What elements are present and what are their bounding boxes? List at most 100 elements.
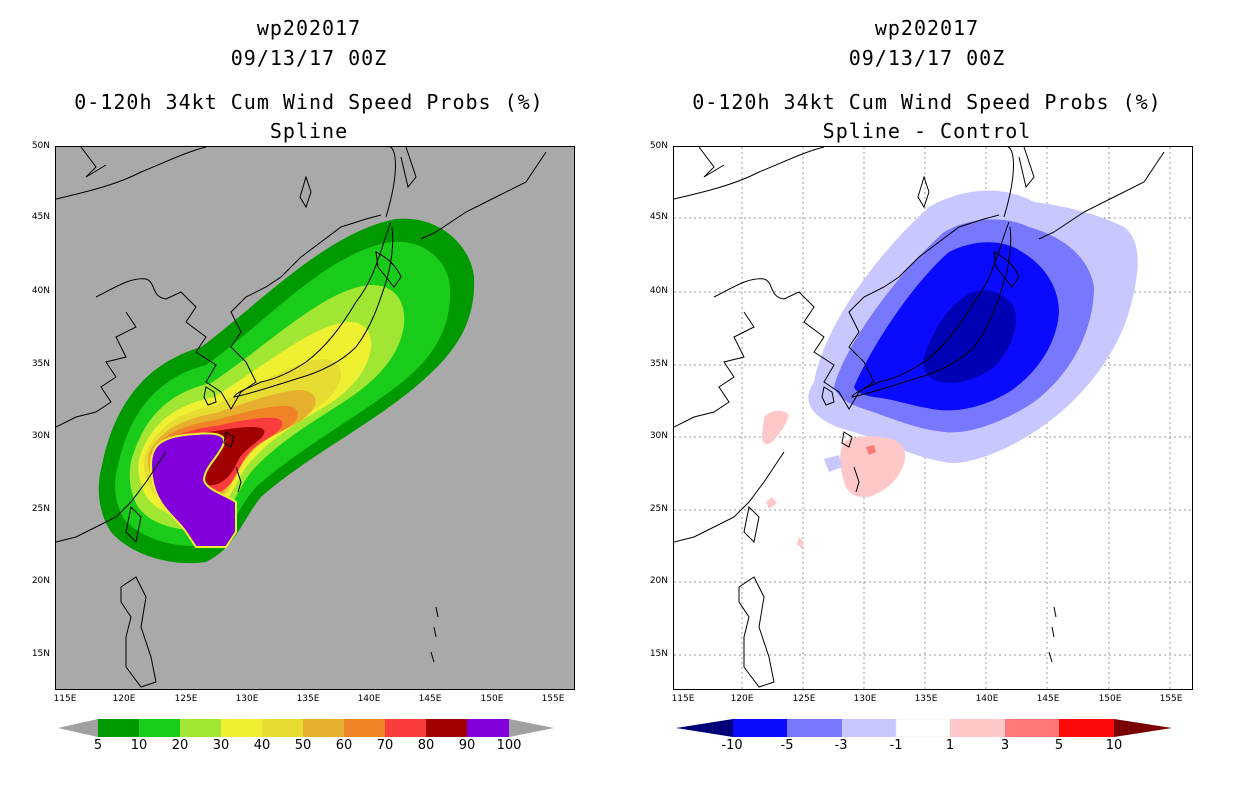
- lat-label: 40N: [649, 286, 668, 296]
- colorbar-swatch-80-90: [426, 719, 467, 737]
- difference-colorbar: [676, 719, 1172, 737]
- diff-band-minus1-ew: [824, 455, 842, 472]
- lon-label: 125E: [792, 694, 816, 704]
- colorbar-label: 5: [1054, 738, 1064, 753]
- colorbar-label: 10: [1105, 738, 1123, 753]
- colorbar-label: 1: [945, 738, 955, 753]
- lon-label: 145E: [418, 694, 442, 704]
- lon-label: 140E: [357, 694, 381, 704]
- colorbar-under-arrow: [58, 719, 98, 737]
- lon-label: 145E: [1036, 694, 1060, 704]
- colorbar-swatch-50-60: [303, 719, 344, 737]
- difference-map: [673, 146, 1193, 690]
- colorbar-label: -5: [780, 738, 794, 753]
- lon-label: 150E: [480, 694, 504, 704]
- lat-label: 35N: [31, 359, 50, 369]
- lat-label: 50N: [649, 141, 668, 151]
- diff-band-plus1-tw: [766, 497, 777, 509]
- lat-label: 20N: [649, 576, 668, 586]
- lon-label: 135E: [914, 694, 938, 704]
- wind-probability-contours: [98, 218, 475, 564]
- colorbar-swatch-3-5: [1005, 719, 1059, 737]
- probability-colorbar: [58, 719, 554, 737]
- product-title: 0-120h 34kt Cum Wind Speed Probs (%): [692, 90, 1162, 114]
- colorbar-swatch-10-20: [139, 719, 180, 737]
- diff-band-plus1-sw: [762, 410, 789, 445]
- colorbar-swatch--3--1: [842, 719, 896, 737]
- lon-label: 125E: [174, 694, 198, 704]
- colorbar-label: 30: [212, 738, 230, 753]
- lon-label: 120E: [730, 694, 754, 704]
- colorbar-label: 100: [496, 738, 522, 753]
- colorbar-swatch-20-30: [180, 719, 221, 737]
- lat-label: 30N: [31, 431, 50, 441]
- lon-label: 130E: [235, 694, 259, 704]
- lat-label: 40N: [31, 286, 50, 296]
- colorbar-swatch-70-80: [385, 719, 426, 737]
- colorbar-label: 40: [253, 738, 271, 753]
- colorbar-under-arrow: [676, 719, 733, 737]
- probability-panel: wp202017 09/13/17 00Z 0-120h 34kt Cum Wi…: [31, 16, 575, 753]
- product-subtitle: Spline - Control: [822, 119, 1032, 143]
- colorbar-swatch-60-70: [344, 719, 385, 737]
- lat-label: 15N: [31, 649, 50, 659]
- probability-map: [55, 146, 575, 690]
- colorbar-label: 5: [93, 738, 103, 753]
- lon-label: 115E: [53, 694, 77, 704]
- difference-map-canvas: [674, 147, 1192, 689]
- forecast-datetime: 09/13/17 00Z: [848, 46, 1006, 70]
- lon-label: 135E: [296, 694, 320, 704]
- lon-label: 140E: [975, 694, 999, 704]
- product-subtitle: Spline: [269, 119, 349, 143]
- colorbar-label: -1: [889, 738, 903, 753]
- colorbar-swatch--5--3: [787, 719, 842, 737]
- colorbar-label: 3: [1000, 738, 1010, 753]
- prob-band-90: [150, 432, 237, 548]
- coastlines: [674, 147, 1165, 688]
- forecast-datetime: 09/13/17 00Z: [230, 46, 388, 70]
- colorbar-over-arrow: [1114, 719, 1172, 737]
- colorbar-swatch-30-40: [221, 719, 262, 737]
- colorbar-label: 70: [376, 738, 394, 753]
- storm-id: wp202017: [256, 16, 362, 40]
- colorbar-label: 20: [171, 738, 189, 753]
- lat-label: 25N: [649, 504, 668, 514]
- colorbar-label: 90: [458, 738, 476, 753]
- colorbar-label: 80: [417, 738, 435, 753]
- lon-label: 155E: [1159, 694, 1183, 704]
- lat-label: 15N: [649, 649, 668, 659]
- diff-band-plus1-south: [839, 436, 906, 498]
- lon-label: 115E: [671, 694, 695, 704]
- diff-band-plus3-spot: [866, 445, 876, 455]
- lat-label: 30N: [649, 431, 668, 441]
- lon-label: 150E: [1098, 694, 1122, 704]
- diff-band-plus1-ls: [797, 537, 804, 549]
- colorbar-label: 60: [335, 738, 353, 753]
- colorbar-label: 50: [294, 738, 312, 753]
- colorbar-swatch-1-3: [950, 719, 1005, 737]
- colorbar-swatch-5-10: [98, 719, 139, 737]
- difference-contours: [762, 190, 1138, 549]
- colorbar-swatch-40-50: [262, 719, 303, 737]
- colorbar-swatch--10--5: [733, 719, 787, 737]
- lat-label: 45N: [31, 212, 50, 222]
- coastlines: [56, 147, 547, 688]
- lat-label: 20N: [31, 576, 50, 586]
- colorbar-swatch--1-1: [895, 719, 951, 737]
- colorbar-over-arrow: [509, 719, 554, 737]
- lat-label: 50N: [31, 141, 50, 151]
- colorbar-label: 10: [130, 738, 148, 753]
- lon-label: 130E: [853, 694, 877, 704]
- lat-label: 45N: [649, 212, 668, 222]
- storm-id: wp202017: [874, 16, 980, 40]
- lat-label: 25N: [31, 504, 50, 514]
- colorbar-label: -10: [721, 738, 743, 753]
- probability-map-canvas: [56, 147, 547, 688]
- lat-label: 35N: [649, 359, 668, 369]
- product-title: 0-120h 34kt Cum Wind Speed Probs (%): [74, 90, 544, 114]
- colorbar-swatch-90-100: [467, 719, 509, 737]
- lon-label: 120E: [112, 694, 136, 704]
- colorbar-label: -3: [834, 738, 848, 753]
- colorbar-swatch-5-10: [1059, 719, 1114, 737]
- lon-label: 155E: [541, 694, 565, 704]
